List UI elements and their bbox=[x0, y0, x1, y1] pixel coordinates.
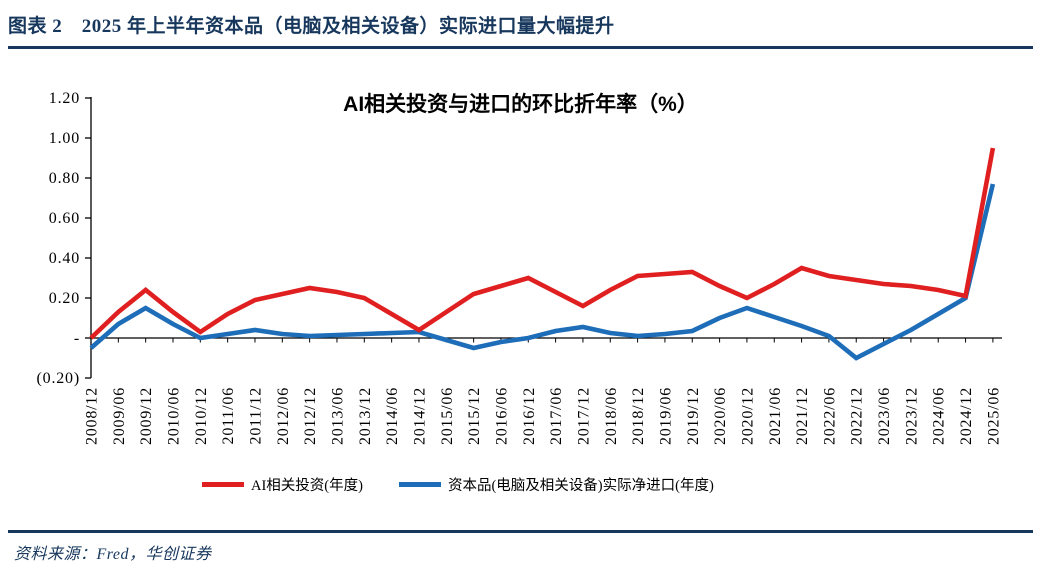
x-tick-label: 2015/06 bbox=[439, 387, 456, 445]
x-tick-label: 2017/12 bbox=[575, 387, 592, 445]
x-tick-label: 2008/12 bbox=[84, 387, 101, 445]
y-tick-label: 0.20 bbox=[49, 290, 80, 307]
legend-label-capital-goods-imports: 资本品(电脑及相关设备)实际净进口(年度) bbox=[447, 478, 714, 494]
x-tick-label: 2024/06 bbox=[931, 387, 948, 445]
y-tick-label: 1.20 bbox=[49, 90, 80, 107]
x-tick-label: 2019/12 bbox=[685, 387, 702, 445]
x-tick-label: 2022/12 bbox=[849, 387, 866, 445]
x-tick-label: 2009/06 bbox=[111, 387, 128, 445]
source-note: 资料来源：Fred，华创证券 bbox=[14, 546, 212, 563]
y-tick-label: - bbox=[74, 330, 80, 347]
header-divider bbox=[8, 46, 1033, 49]
x-tick-label: 2015/12 bbox=[466, 387, 483, 445]
x-tick-label: 2011/06 bbox=[220, 387, 237, 444]
x-tick-label: 2014/06 bbox=[384, 387, 401, 445]
x-tick-label: 2020/12 bbox=[739, 387, 756, 445]
x-tick-label: 2013/06 bbox=[329, 387, 346, 445]
legend-item-capital-goods-imports: 资本品(电脑及相关设备)实际净进口(年度) bbox=[398, 474, 714, 495]
figure-title: 图表 2 2025 年上半年资本品（电脑及相关设备）实际进口量大幅提升 bbox=[8, 16, 615, 37]
x-tick-label: 2010/06 bbox=[165, 387, 182, 445]
x-tick-label: 2010/12 bbox=[193, 387, 210, 445]
x-tick-label: 2020/06 bbox=[712, 387, 729, 445]
x-tick-label: 2012/12 bbox=[302, 387, 319, 445]
footer-divider bbox=[8, 530, 1033, 533]
x-tick-label: 2025/06 bbox=[985, 387, 1002, 445]
y-tick-label: 1.00 bbox=[49, 130, 80, 147]
y-tick-label: 0.80 bbox=[49, 170, 80, 187]
x-tick-label: 2018/06 bbox=[603, 387, 620, 445]
x-tick-label: 2017/06 bbox=[548, 387, 565, 445]
x-tick-label: 2024/12 bbox=[958, 387, 975, 445]
legend-label-ai-investment: AI相关投资(年度) bbox=[251, 478, 363, 494]
x-tick-label: 2018/12 bbox=[630, 387, 647, 445]
x-tick-label: 2012/06 bbox=[275, 387, 292, 445]
x-tick-label: 2021/12 bbox=[794, 387, 811, 445]
x-tick-label: 2023/12 bbox=[903, 387, 920, 445]
y-tick-label: 0.40 bbox=[49, 250, 80, 267]
legend-item-ai-investment: AI相关投资(年度) bbox=[202, 474, 363, 495]
series-line-capital-goods-net-imports bbox=[89, 183, 996, 361]
y-tick-label: (0.20) bbox=[37, 370, 80, 387]
chart-title: AI相关投资与进口的环比折年率（%） bbox=[343, 93, 698, 116]
x-tick-label: 2013/12 bbox=[357, 387, 374, 445]
x-tick-label: 2009/12 bbox=[138, 387, 155, 445]
x-tick-label: 2023/06 bbox=[876, 387, 893, 445]
blue-line-swatch bbox=[398, 482, 441, 487]
x-tick-label: 2016/06 bbox=[493, 387, 510, 445]
x-tick-label: 2011/12 bbox=[247, 387, 264, 444]
y-tick-label: 0.60 bbox=[49, 210, 80, 227]
x-tick-label: 2019/06 bbox=[657, 387, 674, 445]
x-tick-label: 2021/06 bbox=[767, 387, 784, 445]
x-tick-label: 2014/12 bbox=[411, 387, 428, 445]
series-line-ai-investment bbox=[89, 147, 996, 340]
red-line-swatch bbox=[202, 482, 244, 487]
x-tick-label: 2016/12 bbox=[521, 387, 538, 445]
chart-legend: AI相关投资(年度) 资本品(电脑及相关设备)实际净进口(年度) bbox=[202, 474, 714, 495]
x-tick-label: 2022/06 bbox=[821, 387, 838, 445]
